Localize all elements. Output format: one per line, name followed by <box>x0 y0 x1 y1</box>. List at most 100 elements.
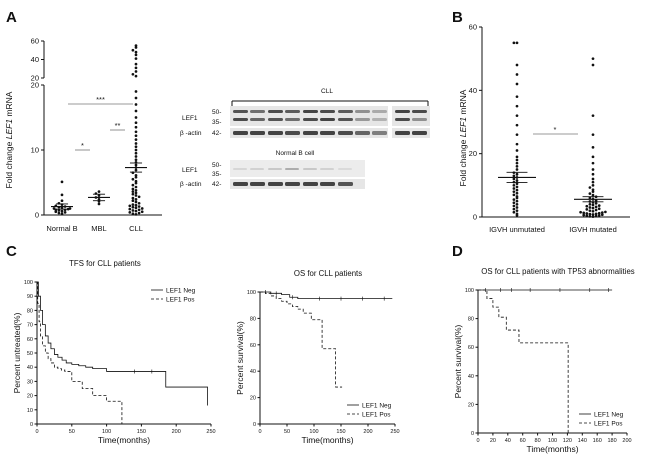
panelC1-xtick-label: 250 <box>206 429 215 435</box>
panel-b-0-point <box>515 82 519 86</box>
blot-normal-marker-42: 42- <box>212 181 221 188</box>
panel-b-1-point <box>600 213 604 217</box>
panelD-legend-label: LEF1 Pos <box>594 420 623 427</box>
panel-a-0-point <box>52 207 56 210</box>
blot-band <box>285 118 300 121</box>
panelC2-ytick-label: 60 <box>250 343 256 349</box>
panel-a-2-point <box>134 121 138 125</box>
panel-a-2-point <box>131 190 135 193</box>
blot-cll-marker-35: 35- <box>212 119 221 126</box>
panel-a-2-point <box>131 72 135 76</box>
panel-b-0-point <box>515 195 519 198</box>
panelC1-ytick-label: 10 <box>27 408 33 414</box>
panelD-xtick-label: 20 <box>490 438 496 444</box>
panel-b-1-point <box>591 155 595 159</box>
panel-d-os-tp53-km: OS for CLL patients with TP53 abnormalit… <box>453 267 635 454</box>
blot-band <box>355 118 370 121</box>
panel-b-1-point <box>591 183 595 187</box>
panel-b-0-point <box>515 142 519 146</box>
panel-a-2-point <box>134 66 138 70</box>
panelC1-xtick-label: 200 <box>172 429 181 435</box>
blot-band <box>233 182 248 186</box>
panelC1-ytick-label: 60 <box>27 337 33 343</box>
blot-band <box>303 131 318 135</box>
blot-band <box>320 131 335 135</box>
blot-band <box>303 118 318 121</box>
panel-a-2-point <box>134 194 138 197</box>
panel-b-1-point <box>582 213 586 217</box>
panel-b-0-point <box>515 123 519 127</box>
panel-b-1-point <box>591 177 595 181</box>
panel-a-2-point <box>131 196 135 200</box>
panel-b-0-point <box>515 168 519 171</box>
panelD-series-pos-line <box>478 289 569 433</box>
panel-b-0-point <box>515 155 519 159</box>
panel-a-0-point <box>60 193 64 197</box>
panelC2-ytick-label: 0 <box>253 422 256 428</box>
panel-b-category-label: IGVH unmutated <box>489 225 545 234</box>
panelC2-ytick-label: 40 <box>250 369 256 375</box>
panel-b-1-point <box>585 212 589 215</box>
panel-b-1-point <box>591 63 595 67</box>
panel-a-2-point <box>134 185 138 189</box>
panelC2-xlabel: Time(months) <box>301 435 353 445</box>
panel-b-0-point <box>512 198 516 201</box>
panel-b-1-point <box>591 168 595 171</box>
panel-a-2-point <box>134 116 138 119</box>
blot-band <box>285 110 300 113</box>
blot-band <box>250 110 265 113</box>
panel-a-0-point <box>60 212 64 216</box>
panel-b-0-point <box>515 202 519 206</box>
panel-a-0-point <box>57 209 61 212</box>
panelC2-ytick-label: 80 <box>250 316 256 322</box>
panel-a-2-point <box>134 90 138 93</box>
blot-band <box>250 168 264 170</box>
panel-a-0-point <box>63 211 67 214</box>
panel-a-2-point <box>137 195 141 199</box>
panel-b-1-point <box>594 205 598 209</box>
panel-a-2-point <box>134 148 138 152</box>
panel-b-1-point <box>591 203 595 207</box>
panel-b-0-point <box>515 161 519 165</box>
panelC1-title: TFS for CLL patients <box>69 259 141 268</box>
panelC1-series-neg-line <box>37 281 208 406</box>
blot-band <box>395 118 410 121</box>
panel-a-2-point <box>137 205 141 208</box>
blot-cll-protein-1: LEF1 <box>182 115 198 122</box>
panel-a-2-point <box>131 209 135 212</box>
panel-b-1-point <box>591 57 595 61</box>
panelD-xtick-label: 0 <box>476 438 479 444</box>
panel-b-0-point <box>512 201 516 205</box>
panelC2-xtick-label: 50 <box>284 429 290 435</box>
panel-b-0-point <box>515 182 519 186</box>
panelD-ytick-label: 60 <box>468 345 474 351</box>
panel-a-ytick-label: 10 <box>31 146 39 155</box>
panelC2-ytick-label: 100 <box>247 290 256 296</box>
blot-band <box>233 118 248 121</box>
panel-b-0-point <box>512 190 516 194</box>
panelC1-xtick-label: 0 <box>35 429 38 435</box>
panel-a-2-point <box>134 96 138 100</box>
panel-b-0-point <box>512 41 516 45</box>
panel-b-ytick-label: 0 <box>473 213 477 222</box>
panel-a-2-point <box>140 207 144 210</box>
blot-normal-lef1-bands <box>233 168 352 170</box>
blot-band <box>320 168 334 170</box>
panel-a-2-point <box>131 205 135 209</box>
panel-b-1-point <box>582 211 586 215</box>
panelC1-series-pos-line <box>37 281 123 424</box>
panelD-ytick-label: 0 <box>471 431 474 437</box>
panelD-xtick-label: 120 <box>563 438 572 444</box>
panelD-xtick-label: 80 <box>535 438 541 444</box>
panel-b-1-point <box>597 204 601 207</box>
panelC1-ytick-label: 80 <box>27 308 33 314</box>
panel-a-2-point <box>134 145 138 149</box>
panel-a-2-point <box>134 50 138 54</box>
panel-a-2-point <box>134 142 138 145</box>
panelC1-ytick-label: 100 <box>24 280 33 286</box>
panel-b-1-point <box>594 202 598 205</box>
blot-cll-lef1-membrane-b <box>392 106 430 126</box>
blot-band <box>338 131 353 135</box>
panel-a-2-point <box>131 177 135 181</box>
